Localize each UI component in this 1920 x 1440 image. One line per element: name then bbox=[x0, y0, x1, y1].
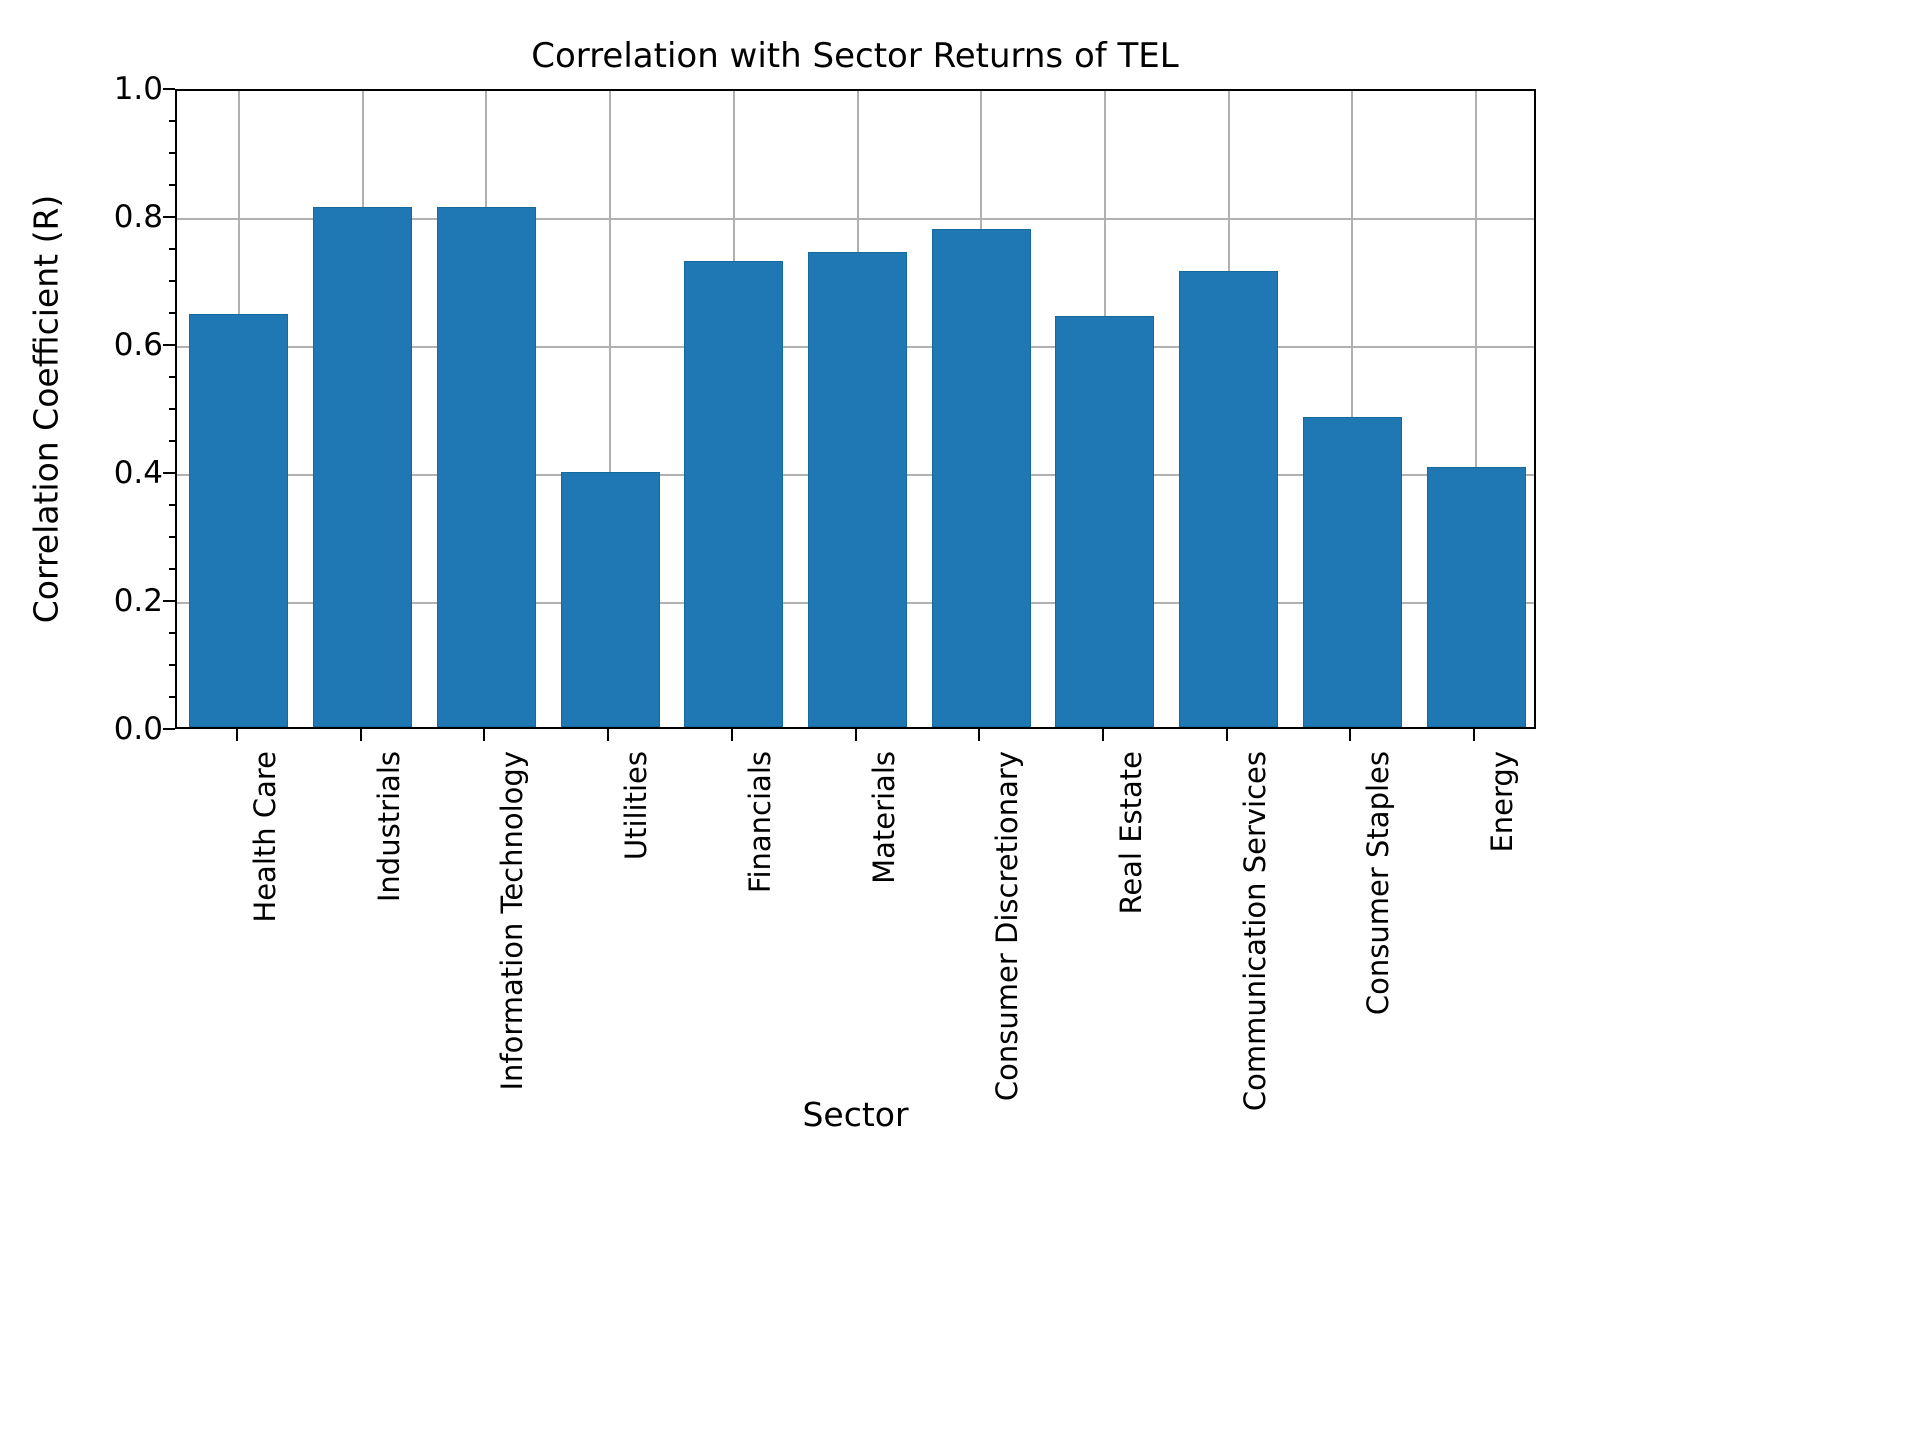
y-tick-label: 1.0 bbox=[113, 71, 163, 107]
x-tick-label: Financials bbox=[742, 751, 777, 894]
y-tick-minor bbox=[169, 696, 176, 698]
x-tick-mark bbox=[235, 729, 238, 741]
y-tick-minor bbox=[169, 152, 176, 154]
gridline-vertical bbox=[609, 91, 612, 727]
y-tick-label: 0.2 bbox=[113, 583, 163, 619]
bar bbox=[684, 261, 784, 727]
x-tick-mark bbox=[730, 729, 733, 741]
y-tick-label: 0.4 bbox=[113, 455, 163, 491]
bar bbox=[1302, 417, 1402, 727]
y-tick-minor bbox=[169, 312, 176, 314]
bar bbox=[808, 252, 907, 727]
y-tick-minor bbox=[169, 408, 176, 410]
y-tick-minor bbox=[169, 280, 176, 282]
x-tick-label: Communication Services bbox=[1237, 751, 1272, 1112]
x-tick-mark bbox=[607, 729, 610, 741]
y-tick-mark bbox=[163, 728, 175, 730]
x-tick-mark bbox=[359, 729, 362, 741]
x-tick-label: Energy bbox=[1485, 751, 1520, 853]
x-tick-label: Information Technology bbox=[495, 751, 530, 1091]
y-tick-minor bbox=[169, 504, 176, 506]
bar bbox=[436, 207, 536, 727]
x-tick-mark bbox=[1349, 729, 1352, 741]
x-tick-label: Consumer Staples bbox=[1361, 751, 1396, 1016]
x-tick-mark bbox=[854, 729, 857, 741]
x-axis-label: Sector bbox=[802, 1095, 909, 1134]
x-tick-label: Consumer Discretionary bbox=[990, 751, 1025, 1102]
y-tick-minor bbox=[169, 536, 176, 538]
x-tick-label: Materials bbox=[866, 751, 901, 884]
gridline-horizontal bbox=[177, 218, 1534, 220]
y-tick-mark bbox=[163, 88, 175, 90]
chart-title: Correlation with Sector Returns of TEL bbox=[531, 36, 1179, 76]
bar bbox=[931, 229, 1031, 727]
y-tick-minor bbox=[169, 376, 176, 378]
x-tick-label: Health Care bbox=[247, 751, 282, 923]
bar bbox=[189, 314, 289, 727]
bar bbox=[1426, 466, 1526, 727]
y-tick-minor bbox=[169, 248, 176, 250]
y-tick-label: 0.6 bbox=[113, 327, 163, 363]
x-tick-mark bbox=[483, 729, 486, 741]
y-tick-label: 0.0 bbox=[113, 711, 163, 747]
x-tick-mark bbox=[1473, 729, 1476, 741]
x-tick-label: Real Estate bbox=[1113, 751, 1148, 915]
y-tick-label: 0.8 bbox=[113, 199, 163, 235]
bar bbox=[313, 207, 413, 727]
x-tick-mark bbox=[1101, 729, 1104, 741]
bar bbox=[1179, 271, 1279, 727]
y-tick-mark bbox=[163, 472, 175, 474]
y-tick-mark bbox=[163, 216, 175, 218]
gridline-vertical bbox=[1351, 91, 1354, 727]
y-tick-minor bbox=[169, 664, 176, 666]
y-tick-minor bbox=[169, 568, 176, 570]
y-tick-minor bbox=[169, 120, 176, 122]
bar bbox=[1055, 316, 1155, 727]
x-tick-label: Utilities bbox=[619, 751, 654, 861]
y-tick-minor bbox=[169, 632, 176, 634]
x-tick-mark bbox=[1225, 729, 1228, 741]
y-tick-mark bbox=[163, 344, 175, 346]
x-tick-label: Industrials bbox=[371, 751, 406, 903]
y-tick-minor bbox=[169, 184, 176, 186]
x-tick-mark bbox=[978, 729, 981, 741]
gridline-vertical bbox=[1475, 91, 1478, 727]
y-tick-minor bbox=[169, 440, 176, 442]
y-tick-mark bbox=[163, 600, 175, 602]
plot-area bbox=[175, 89, 1536, 729]
y-axis-label: Correlation Coefficient (R) bbox=[26, 194, 66, 624]
bar bbox=[560, 471, 660, 727]
